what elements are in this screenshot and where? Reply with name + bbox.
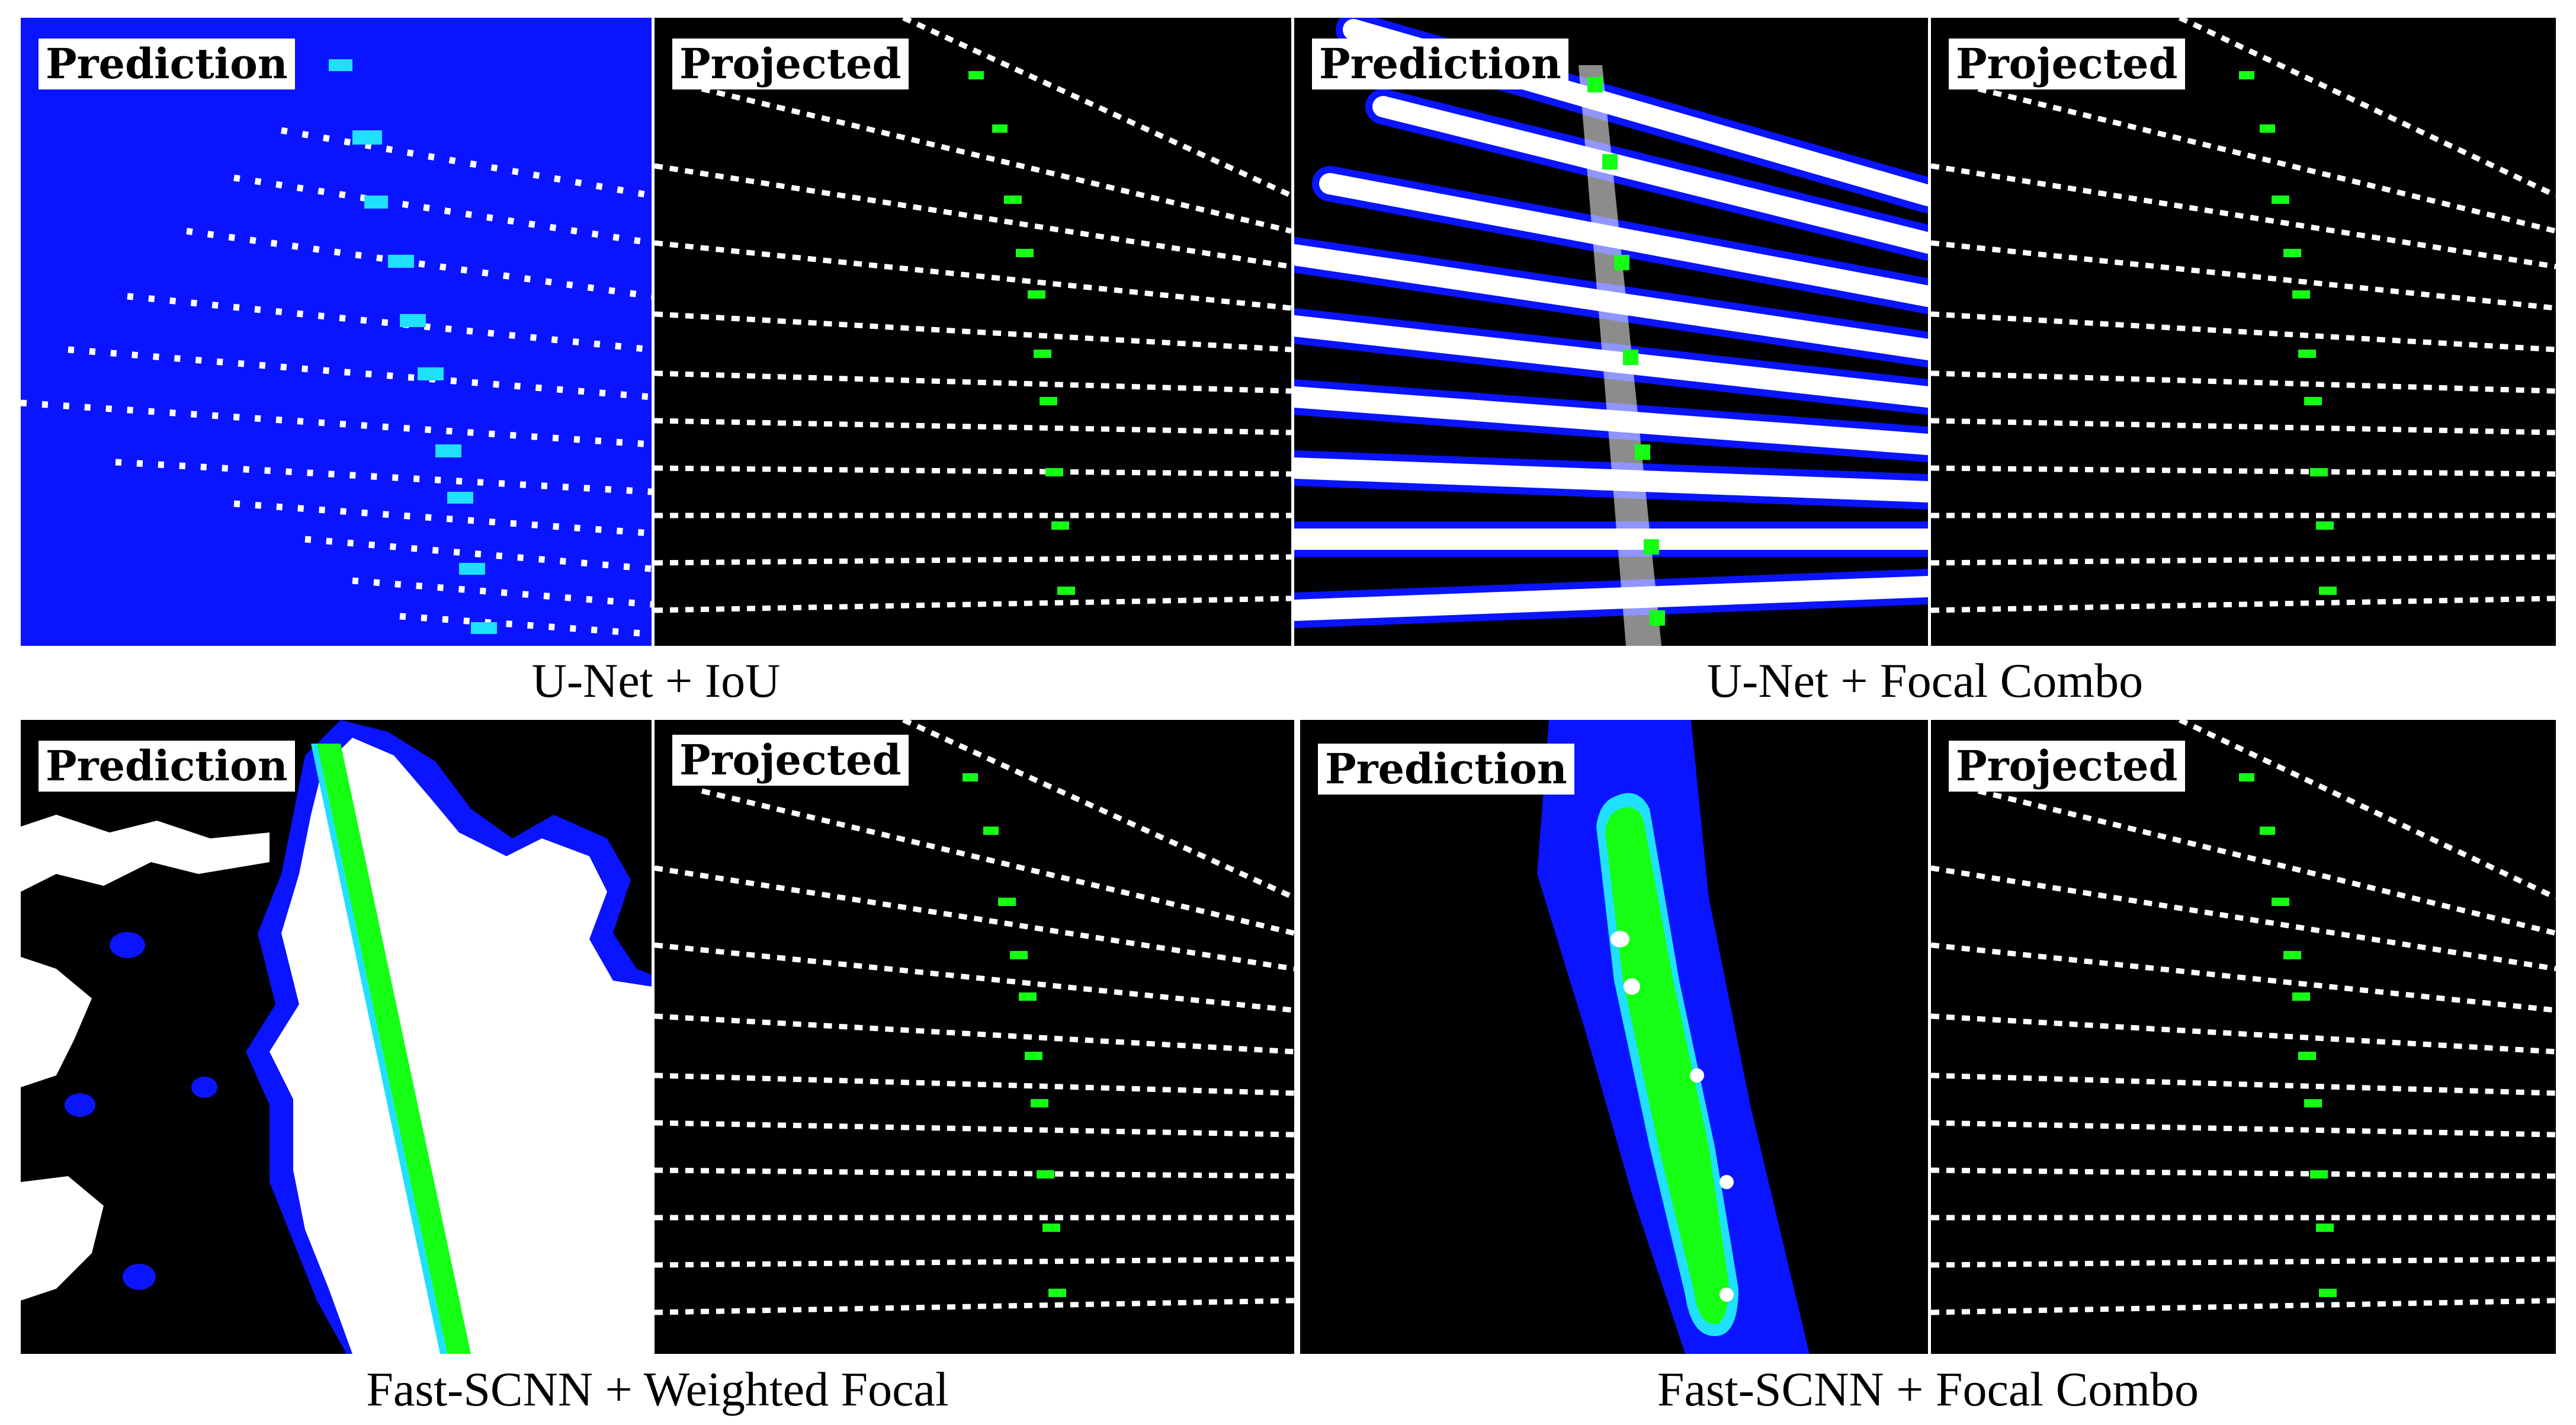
prediction-mask-blobs <box>21 720 652 1354</box>
prediction-mask-band <box>1300 720 1928 1354</box>
prediction-label: Prediction <box>39 39 295 89</box>
projected-points <box>655 18 1291 646</box>
prediction-image-unet-focal-combo: Prediction <box>1294 18 1928 646</box>
projected-label: Projected <box>1949 741 2185 792</box>
projected-image-unet-focal-combo: Projected <box>1931 18 2556 646</box>
prediction-label: Prediction <box>1312 39 1568 89</box>
projected-label: Projected <box>672 39 909 89</box>
projected-label: Projected <box>1949 39 2185 89</box>
prediction-mask-blue <box>21 18 652 646</box>
caption-fastscnn-weighted-focal: Fast-SCNN + Weighted Focal <box>366 1362 949 1416</box>
caption-unet-iou: U-Net + IoU <box>531 654 781 707</box>
projected-label: Projected <box>672 735 909 786</box>
prediction-label: Prediction <box>39 741 295 792</box>
prediction-image-fastscnn-weighted-focal: Prediction <box>21 720 652 1354</box>
projected-image-fastscnn-focal-combo: Projected <box>1931 720 2556 1354</box>
prediction-image-unet-iou: Prediction <box>21 18 652 646</box>
projected-image-fastscnn-weighted-focal: Projected <box>655 720 1294 1354</box>
caption-unet-focal-combo: U-Net + Focal Combo <box>1706 654 2144 707</box>
prediction-label: Prediction <box>1318 744 1574 795</box>
caption-fastscnn-focal-combo: Fast-SCNN + Focal Combo <box>1657 1362 2199 1416</box>
projected-image-unet-iou: Projected <box>655 18 1291 646</box>
prediction-image-fastscnn-focal-combo: Prediction <box>1300 720 1928 1354</box>
prediction-mask-stripes <box>1294 18 1928 646</box>
projected-points <box>1931 720 2556 1354</box>
projected-points <box>655 720 1294 1354</box>
projected-points <box>1931 18 2556 646</box>
